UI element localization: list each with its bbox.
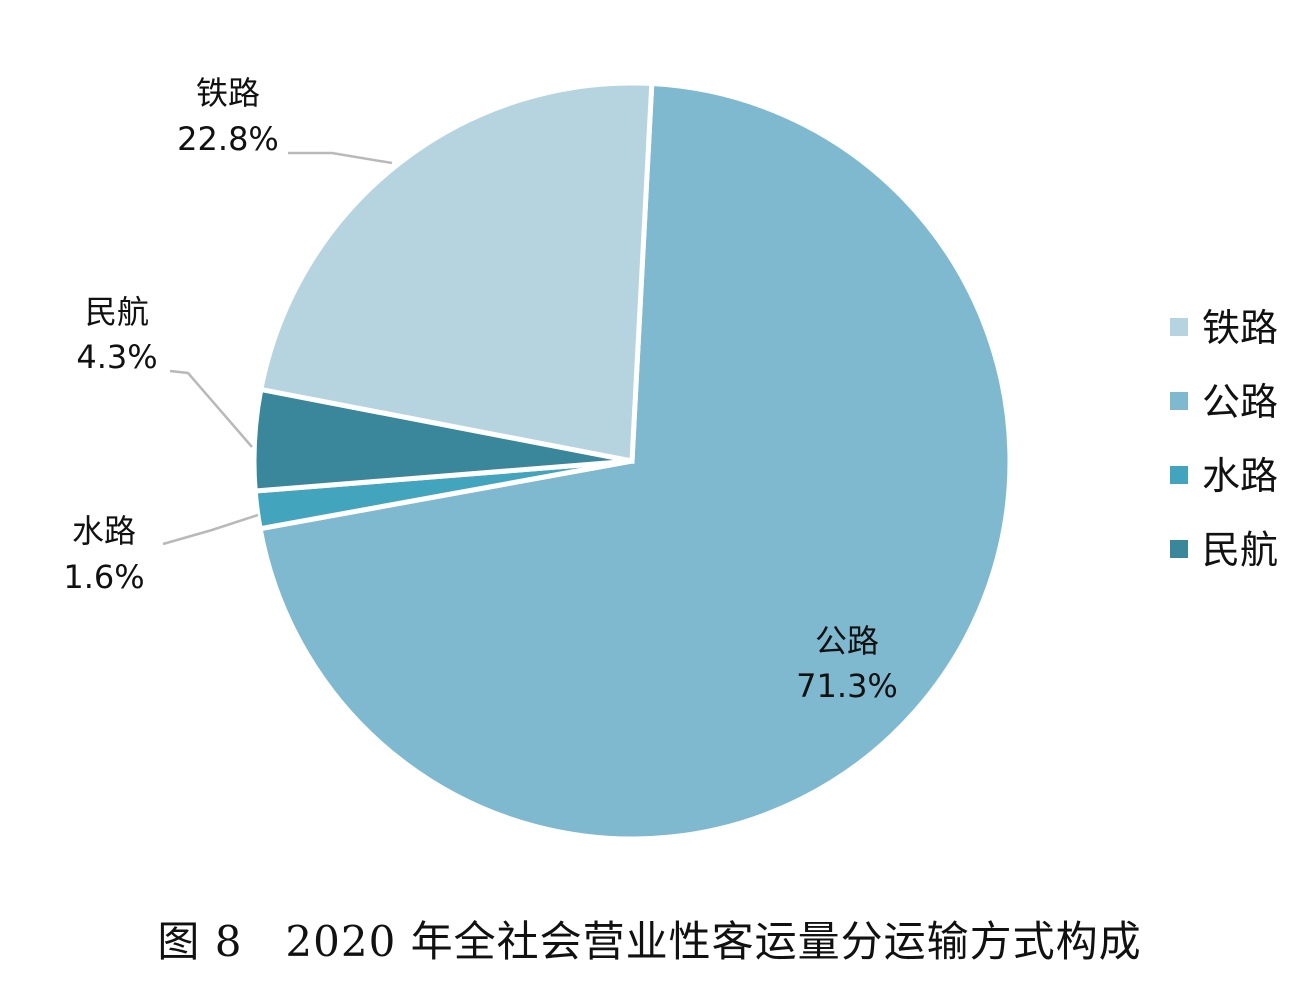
data-label-value-road: 71.3%	[796, 667, 898, 705]
pie-slices	[251, 80, 1013, 842]
legend-label-railway: 铁路	[1202, 306, 1278, 350]
leader-lines	[162, 151, 393, 546]
data-label-name-waterway: 水路	[72, 512, 136, 550]
data-label-value-waterway: 1.6%	[63, 558, 144, 596]
legend-label-waterway: 水路	[1202, 454, 1278, 498]
pie-slice-road	[257, 80, 1013, 842]
leader-line-civil-aviation	[169, 369, 253, 448]
data-label-name-railway: 铁路	[196, 74, 260, 112]
data-label-value-civil-aviation: 4.3%	[76, 338, 157, 376]
data-label-name-road: 公路	[815, 622, 879, 660]
legend-swatch-civil-aviation	[1170, 540, 1188, 558]
legend-swatch-road	[1170, 392, 1188, 410]
data-labels: 公路 71.3% 水路 1.6% 民航 4.3% 铁路 22.8%	[63, 74, 897, 705]
leader-line-railway	[288, 151, 393, 165]
legend-label-civil-aviation: 民航	[1202, 528, 1278, 572]
legend-swatch-waterway	[1170, 466, 1188, 484]
data-label-value-railway: 22.8%	[177, 120, 279, 158]
data-label-name-civil-aviation: 民航	[85, 293, 149, 331]
leader-line-waterway	[162, 513, 259, 546]
legend-swatch-railway	[1170, 318, 1188, 336]
pie-slice-railway	[257, 80, 655, 464]
figure-caption: 图 8 2020 年全社会营业性客运量分运输方式构成	[157, 917, 1142, 966]
legend-label-road: 公路	[1202, 380, 1278, 424]
